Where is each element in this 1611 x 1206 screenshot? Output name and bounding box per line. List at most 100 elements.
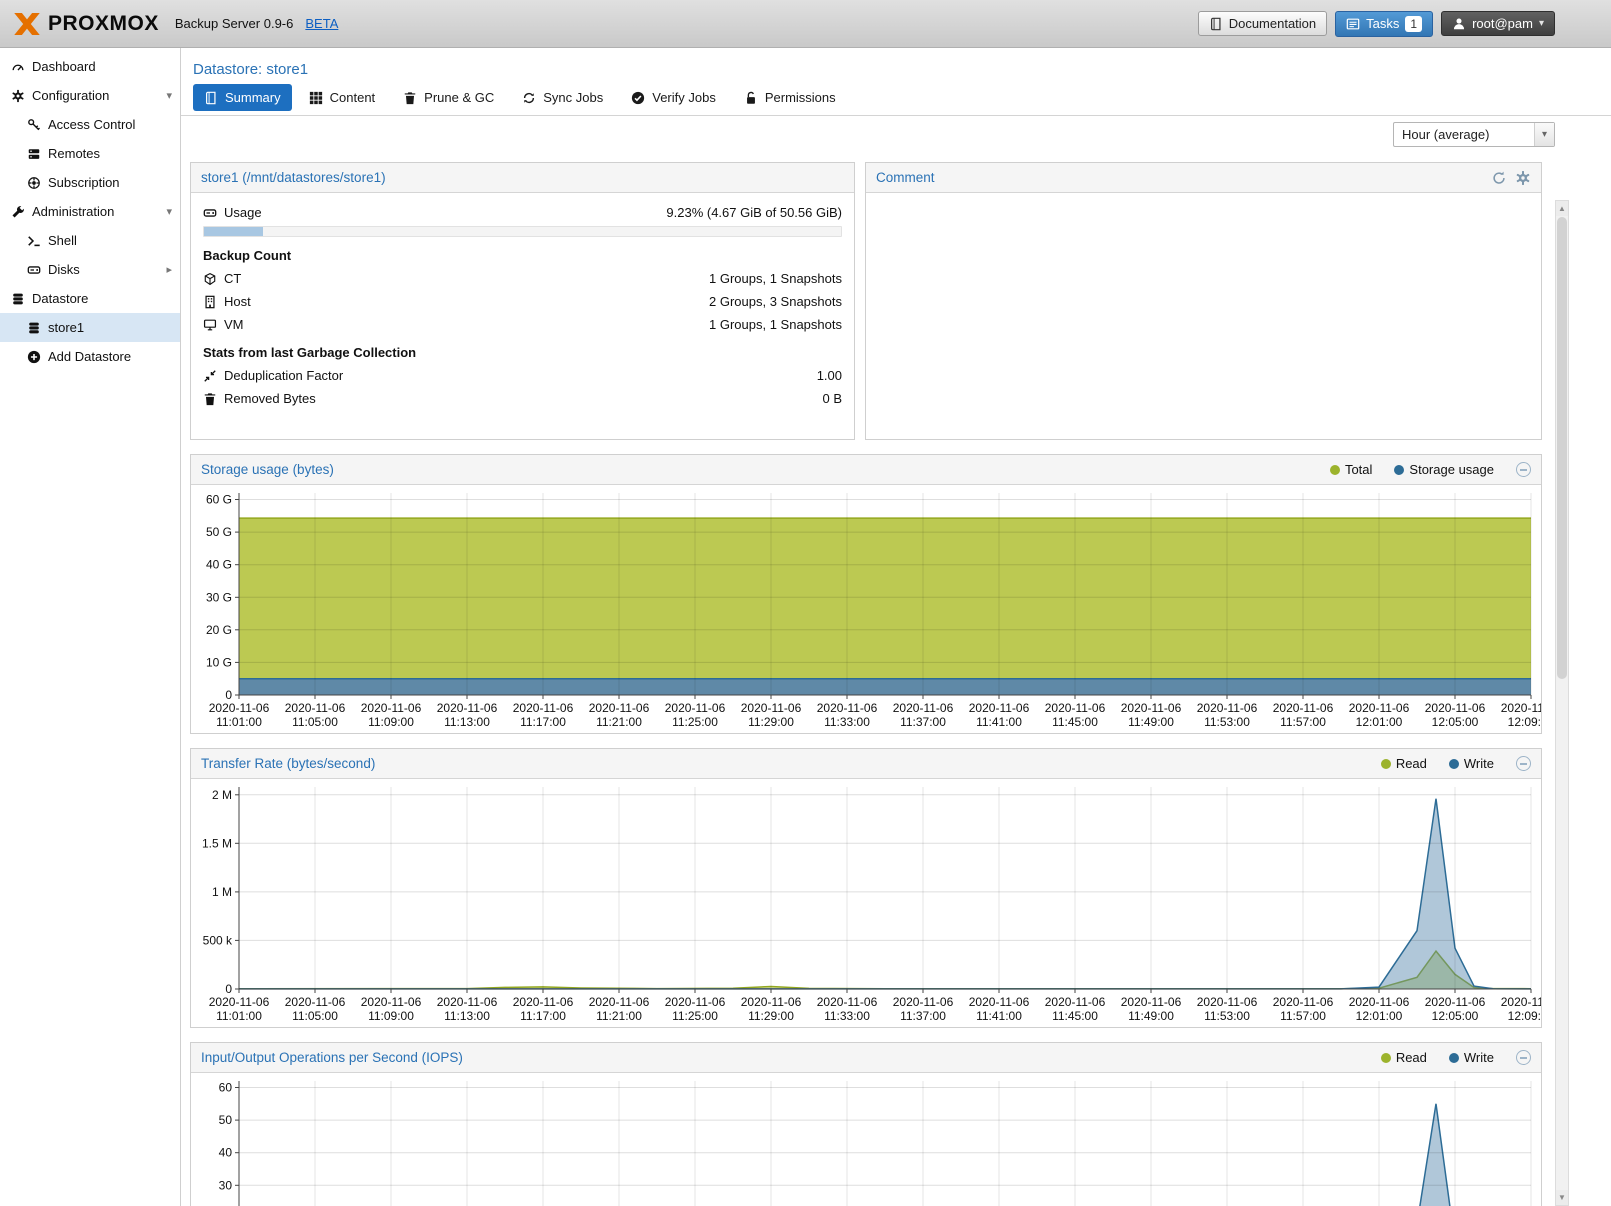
scrollbar[interactable]: ▲ ▼ bbox=[1555, 200, 1569, 1206]
host-count-row: Host 2 Groups, 3 Snapshots bbox=[203, 290, 842, 313]
svg-text:2 M: 2 M bbox=[212, 788, 232, 802]
documentation-label: Documentation bbox=[1228, 16, 1317, 31]
collapse-icon[interactable] bbox=[1516, 756, 1531, 771]
chevron-down-icon[interactable]: ▾ bbox=[166, 90, 172, 102]
tab-prune-gc[interactable]: Prune & GC bbox=[392, 84, 505, 111]
svg-text:2020-11-06: 2020-11-06 bbox=[437, 701, 498, 715]
sidebar-item-subscription[interactable]: Subscription bbox=[0, 168, 180, 197]
svg-text:2020-11-06: 2020-11-06 bbox=[209, 701, 270, 715]
hdd-icon bbox=[203, 206, 217, 220]
tab-sync-jobs[interactable]: Sync Jobs bbox=[511, 84, 614, 111]
sidebar-item-store1[interactable]: store1 bbox=[0, 313, 180, 342]
legend-write[interactable]: Write bbox=[1448, 1050, 1494, 1065]
collapse-icon[interactable] bbox=[1516, 1050, 1531, 1065]
unlock-icon bbox=[744, 91, 758, 105]
sidebar-item-datastore[interactable]: Datastore bbox=[0, 284, 180, 313]
svg-text:11:41:00: 11:41:00 bbox=[976, 1009, 1022, 1023]
sidebar-item-label: Disks bbox=[48, 262, 80, 277]
svg-text:50: 50 bbox=[219, 1113, 233, 1127]
legend-read[interactable]: Read bbox=[1380, 756, 1427, 771]
sidebar-item-configuration[interactable]: Configuration ▾ bbox=[0, 81, 180, 110]
sidebar: Dashboard Configuration ▾ Access Control… bbox=[0, 48, 181, 1206]
sidebar-item-label: store1 bbox=[48, 320, 85, 335]
backup-count-heading: Backup Count bbox=[203, 248, 292, 263]
legend-total[interactable]: Total bbox=[1329, 462, 1373, 477]
legend-read[interactable]: Read bbox=[1380, 1050, 1427, 1065]
svg-text:2020-11-06: 2020-11-06 bbox=[361, 701, 422, 715]
sidebar-item-add-datastore[interactable]: Add Datastore bbox=[0, 342, 180, 371]
comment-text[interactable] bbox=[866, 193, 1541, 439]
timeframe-select[interactable]: Hour (average) ▾ bbox=[1393, 121, 1555, 147]
tab-verify-jobs[interactable]: Verify Jobs bbox=[620, 84, 727, 111]
svg-text:11:53:00: 11:53:00 bbox=[1204, 715, 1250, 729]
sidebar-item-administration[interactable]: Administration ▾ bbox=[0, 197, 180, 226]
svg-text:2020-11-06: 2020-11-06 bbox=[1197, 701, 1258, 715]
svg-text:11:17:00: 11:17:00 bbox=[520, 715, 566, 729]
brand-text: PROXMOX bbox=[48, 11, 159, 35]
svg-text:11:09:00: 11:09:00 bbox=[368, 1009, 414, 1023]
scrollbar-thumb[interactable] bbox=[1557, 217, 1567, 679]
book-icon bbox=[1209, 17, 1223, 31]
compress-arrows-icon bbox=[203, 369, 217, 383]
svg-text:2020-11-06: 2020-11-06 bbox=[1501, 701, 1541, 715]
scroll-down-arrow[interactable]: ▼ bbox=[1556, 1190, 1568, 1205]
sidebar-item-label: Add Datastore bbox=[48, 349, 132, 364]
dedup-factor-row: Deduplication Factor 1.00 bbox=[203, 364, 842, 387]
svg-text:12:05:00: 12:05:00 bbox=[1432, 715, 1479, 729]
database-icon bbox=[27, 321, 41, 335]
svg-text:2020-11-06: 2020-11-06 bbox=[741, 995, 802, 1009]
sidebar-item-access-control[interactable]: Access Control bbox=[0, 110, 180, 139]
svg-text:11:05:00: 11:05:00 bbox=[292, 715, 338, 729]
sidebar-item-label: Dashboard bbox=[32, 59, 96, 74]
svg-text:11:25:00: 11:25:00 bbox=[672, 1009, 718, 1023]
collapse-icon[interactable] bbox=[1516, 462, 1531, 477]
legend-write[interactable]: Write bbox=[1448, 756, 1494, 771]
svg-text:11:29:00: 11:29:00 bbox=[748, 715, 794, 729]
reload-icon[interactable] bbox=[1491, 170, 1507, 186]
hdd-icon bbox=[27, 263, 41, 277]
sidebar-item-label: Access Control bbox=[48, 117, 136, 132]
svg-text:2020-11-06: 2020-11-06 bbox=[1121, 701, 1182, 715]
sidebar-item-shell[interactable]: Shell bbox=[0, 226, 180, 255]
documentation-button[interactable]: Documentation bbox=[1197, 11, 1328, 36]
tab-summary[interactable]: Summary bbox=[193, 84, 292, 111]
svg-text:11:45:00: 11:45:00 bbox=[1052, 1009, 1098, 1023]
tasks-label: Tasks bbox=[1366, 16, 1400, 31]
user-label: root@pam bbox=[1472, 16, 1533, 31]
svg-text:2020-11-06: 2020-11-06 bbox=[817, 701, 878, 715]
chevron-right-icon[interactable]: ▸ bbox=[166, 264, 172, 276]
beta-link[interactable]: BETA bbox=[305, 16, 339, 31]
scroll-up-arrow[interactable]: ▲ bbox=[1556, 201, 1568, 216]
svg-text:11:09:00: 11:09:00 bbox=[368, 715, 414, 729]
svg-text:2020-11-06: 2020-11-06 bbox=[893, 995, 954, 1009]
tab-content[interactable]: Content bbox=[298, 84, 387, 111]
usage-label: Usage bbox=[224, 205, 262, 220]
gear-icon[interactable] bbox=[1515, 170, 1531, 186]
grid-icon bbox=[309, 91, 323, 105]
sidebar-item-dashboard[interactable]: Dashboard bbox=[0, 52, 180, 81]
tasks-button[interactable]: Tasks 1 bbox=[1335, 10, 1434, 37]
legend-label: Total bbox=[1344, 462, 1373, 477]
svg-text:11:57:00: 11:57:00 bbox=[1280, 1009, 1326, 1023]
sidebar-item-disks[interactable]: Disks ▸ bbox=[0, 255, 180, 284]
svg-text:1 M: 1 M bbox=[212, 885, 232, 899]
chart-title: Storage usage (bytes) bbox=[201, 462, 334, 477]
proxmox-logo: PROXMOX bbox=[10, 7, 159, 41]
tab-label: Permissions bbox=[764, 90, 836, 105]
chevron-down-icon[interactable]: ▾ bbox=[166, 206, 172, 218]
legend-storage-usage[interactable]: Storage usage bbox=[1394, 462, 1494, 477]
tab-label: Sync Jobs bbox=[543, 90, 604, 105]
tab-label: Summary bbox=[225, 90, 281, 105]
sync-icon bbox=[522, 91, 536, 105]
proxmox-x-icon bbox=[10, 7, 44, 41]
iops-chart: 01020304050602020-11-0611:01:002020-11-0… bbox=[191, 1073, 1541, 1206]
user-menu-button[interactable]: root@pam ▾ bbox=[1441, 11, 1555, 36]
svg-text:2020-11-06: 2020-11-06 bbox=[1501, 995, 1541, 1009]
tab-permissions[interactable]: Permissions bbox=[733, 84, 847, 111]
sidebar-item-label: Administration bbox=[32, 204, 115, 219]
legend-label: Read bbox=[1395, 1050, 1427, 1065]
sidebar-item-remotes[interactable]: Remotes bbox=[0, 139, 180, 168]
svg-text:2020-11-06: 2020-11-06 bbox=[1273, 995, 1334, 1009]
count-label: CT bbox=[224, 271, 242, 286]
svg-text:2020-11-06: 2020-11-06 bbox=[361, 995, 422, 1009]
